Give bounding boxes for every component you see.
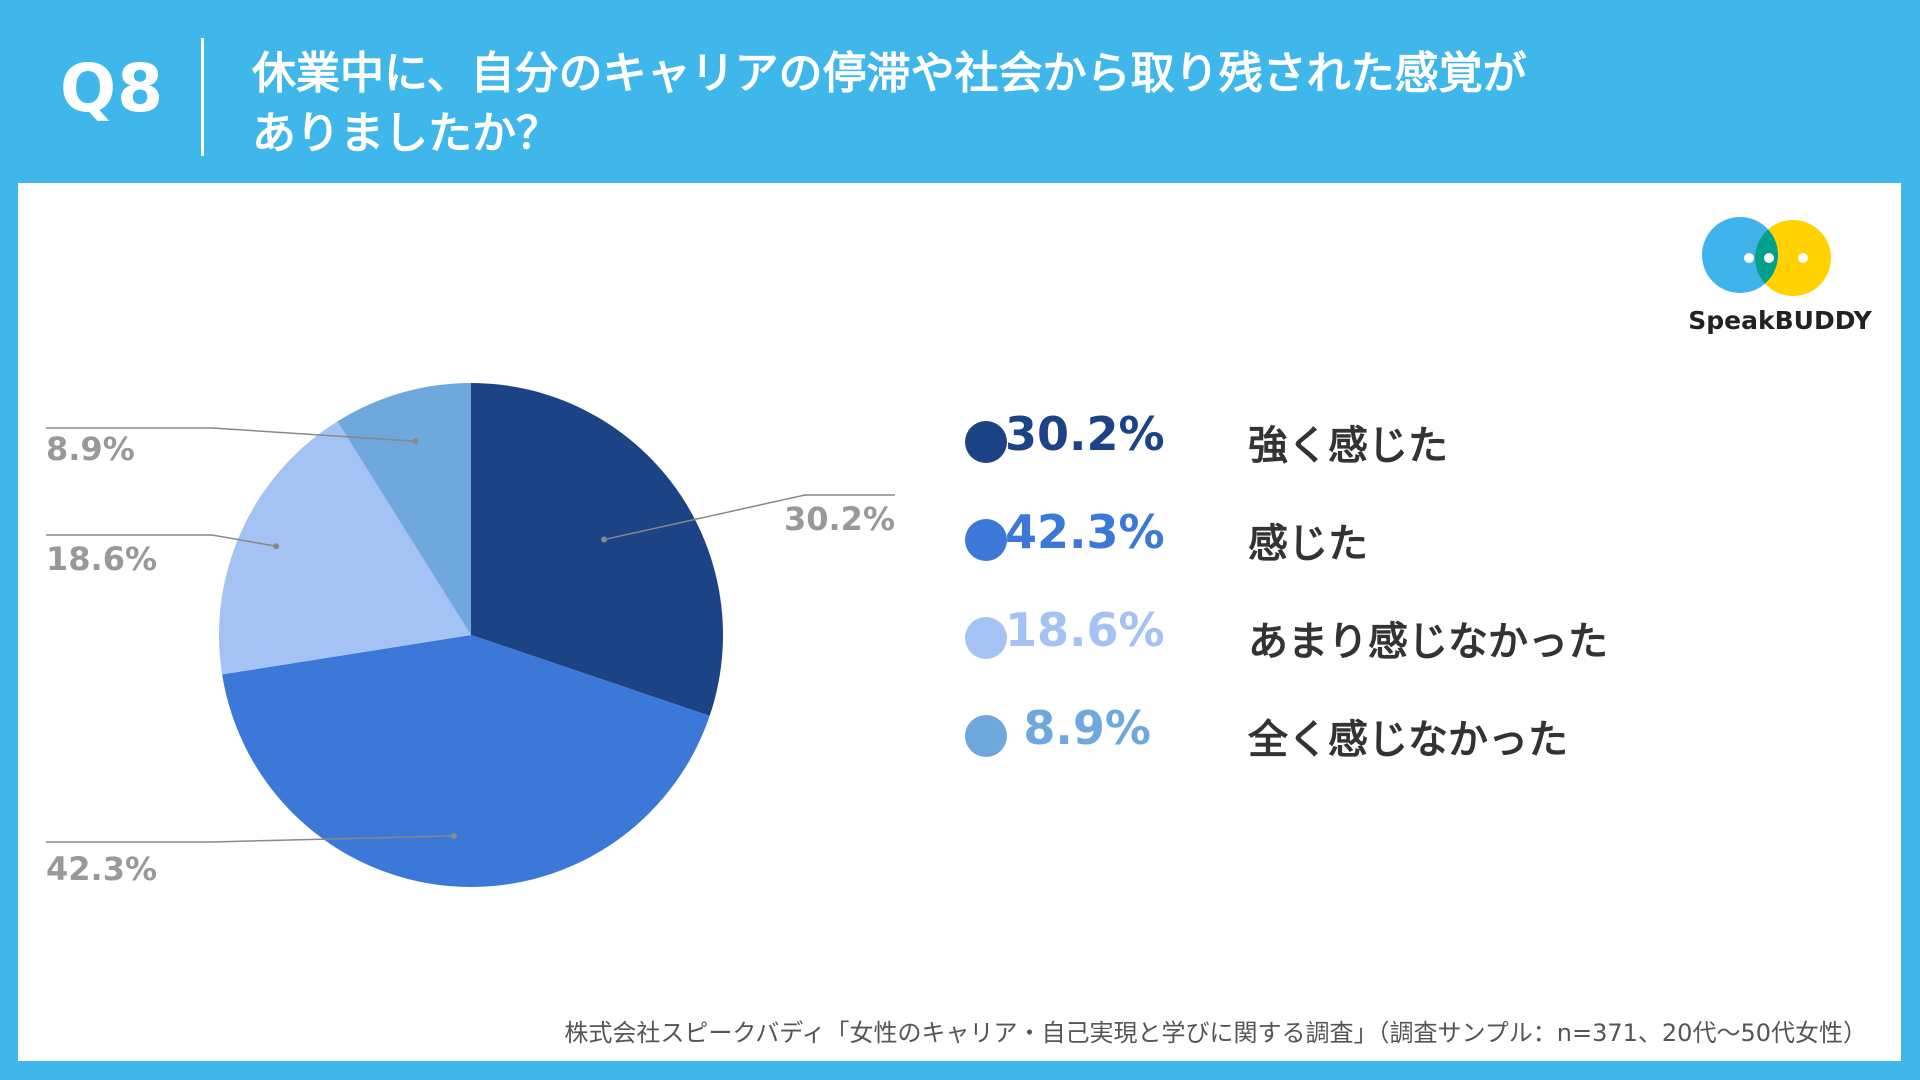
legend-percent: 42.3% <box>1005 505 1165 559</box>
speakbuddy-logo: SpeakBUDDY <box>1675 210 1895 340</box>
legend-dot <box>965 617 1007 659</box>
leader-line <box>46 427 416 442</box>
leader-dot <box>450 832 457 839</box>
question-label: Q8 <box>60 50 165 127</box>
leader-line <box>46 835 454 843</box>
header: Q8 休業中に、自分のキャリアの停滞や社会から取り残された感覚が ありましたか？ <box>0 0 1920 180</box>
legend-item-never-felt: 8.9% 全く感じなかった <box>965 699 1685 797</box>
legend-dot <box>965 715 1007 757</box>
question-title-line2: ありましたか？ <box>252 108 560 159</box>
legend-percent: 18.6% <box>1005 603 1165 657</box>
chart-legend: 30.2% 強く感じた 42.3% 感じた 18.6% あまり感じなかった 8.… <box>965 405 1685 797</box>
legend-label: あまり感じなかった <box>1248 619 1608 665</box>
data-label: 30.2% <box>784 500 895 538</box>
legend-label: 全く感じなかった <box>1248 717 1568 763</box>
data-label: 8.9% <box>46 430 135 468</box>
header-divider <box>201 38 204 156</box>
data-label: 18.6% <box>46 540 157 578</box>
source-note: 株式会社スピークバディ「女性のキャリア・自己実現と学びに関する調査」（調査サンプ… <box>564 1019 1867 1047</box>
legend-label: 感じた <box>1248 521 1368 567</box>
leader-dot <box>273 543 280 550</box>
leader-line <box>603 494 895 541</box>
legend-percent: 8.9% <box>1023 701 1151 755</box>
legend-label: 強く感じた <box>1248 423 1448 469</box>
data-label: 42.3% <box>46 850 157 888</box>
speakbuddy-logo-text: SpeakBUDDY <box>1688 306 1872 335</box>
leader-line <box>46 534 277 547</box>
legend-item-rarely-felt: 18.6% あまり感じなかった <box>965 601 1685 699</box>
leader-dot <box>601 536 608 543</box>
leader-dot <box>412 438 419 445</box>
legend-dot <box>965 519 1007 561</box>
question-title-line1: 休業中に、自分のキャリアの停滞や社会から取り残された感覚が <box>252 48 1527 99</box>
question-title: 休業中に、自分のキャリアの停滞や社会から取り残された感覚が ありましたか？ <box>252 44 1872 164</box>
pie-slice <box>471 383 723 716</box>
pie-slice <box>219 421 471 675</box>
legend-item-felt: 42.3% 感じた <box>965 503 1685 601</box>
legend-item-strongly-felt: 30.2% 強く感じた <box>965 405 1685 503</box>
pie-slice <box>222 635 710 888</box>
legend-percent: 30.2% <box>1005 407 1165 461</box>
legend-dot <box>965 421 1007 463</box>
pie-slice <box>337 383 471 635</box>
speakbuddy-logo-icon <box>1702 217 1831 296</box>
